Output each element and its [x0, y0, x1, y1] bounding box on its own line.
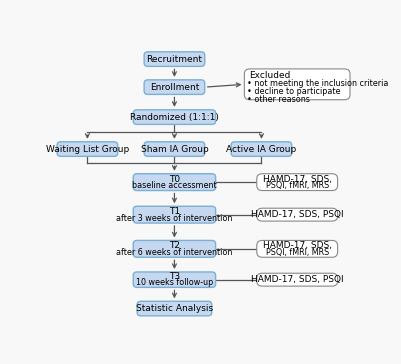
FancyBboxPatch shape	[133, 174, 216, 190]
FancyBboxPatch shape	[144, 52, 205, 66]
Text: Randomized (1:1:1): Randomized (1:1:1)	[130, 112, 219, 122]
Text: • decline to participate: • decline to participate	[247, 87, 341, 96]
Text: HAMD-17, SDS,: HAMD-17, SDS,	[263, 241, 332, 250]
FancyBboxPatch shape	[257, 273, 338, 286]
Text: HAMD-17, SDS,: HAMD-17, SDS,	[263, 175, 332, 183]
Text: Statistic Analysis: Statistic Analysis	[136, 304, 213, 313]
FancyBboxPatch shape	[257, 208, 338, 221]
FancyBboxPatch shape	[244, 69, 350, 100]
Text: T2: T2	[169, 241, 180, 250]
Text: HAMD-17, SDS, PSQI: HAMD-17, SDS, PSQI	[251, 275, 344, 284]
Text: after 3 weeks of intervention: after 3 weeks of intervention	[116, 214, 233, 222]
FancyBboxPatch shape	[144, 142, 205, 157]
Text: HAMD-17, SDS, PSQI: HAMD-17, SDS, PSQI	[251, 210, 344, 219]
Text: T1: T1	[169, 207, 180, 216]
Text: PSQI, fMRI, MRS: PSQI, fMRI, MRS	[265, 248, 329, 257]
Text: Active IA Group: Active IA Group	[226, 145, 297, 154]
Text: T3: T3	[169, 272, 180, 281]
FancyBboxPatch shape	[133, 241, 216, 257]
Text: Sham IA Group: Sham IA Group	[141, 145, 208, 154]
Text: Recruitment: Recruitment	[146, 55, 203, 64]
Text: baseline accessment: baseline accessment	[132, 181, 217, 190]
FancyBboxPatch shape	[257, 174, 338, 190]
FancyBboxPatch shape	[144, 80, 205, 94]
Text: Waiting List Group: Waiting List Group	[46, 145, 129, 154]
Text: after 6 weeks of intervention: after 6 weeks of intervention	[116, 248, 233, 257]
FancyBboxPatch shape	[257, 241, 338, 257]
FancyBboxPatch shape	[231, 142, 292, 157]
Text: PSQI, fMRI, MRS: PSQI, fMRI, MRS	[265, 181, 329, 190]
FancyBboxPatch shape	[137, 301, 212, 316]
FancyBboxPatch shape	[57, 142, 118, 157]
Text: Excluded: Excluded	[249, 71, 290, 80]
FancyBboxPatch shape	[133, 272, 216, 288]
Text: • not meeting the inclusion criteria: • not meeting the inclusion criteria	[247, 79, 389, 88]
Text: Enrollment: Enrollment	[150, 83, 199, 92]
FancyBboxPatch shape	[133, 206, 216, 223]
FancyBboxPatch shape	[133, 110, 216, 124]
Text: 10 weeks follow-up: 10 weeks follow-up	[136, 278, 213, 287]
Text: T0: T0	[169, 175, 180, 183]
Text: • other reasons: • other reasons	[247, 95, 310, 104]
